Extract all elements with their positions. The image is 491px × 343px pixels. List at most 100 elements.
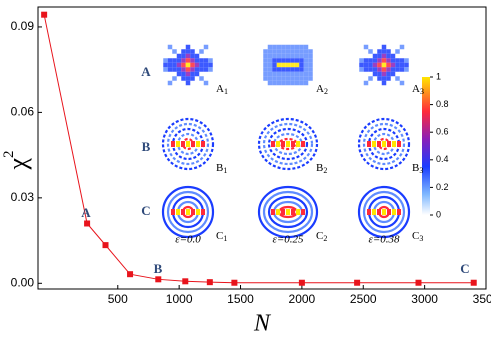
- pixel: [281, 58, 286, 63]
- core: [397, 141, 401, 147]
- pixel: [263, 67, 268, 72]
- pixel: [276, 71, 282, 77]
- pixel: [281, 53, 286, 59]
- pixel: [190, 76, 195, 81]
- ring: [357, 117, 411, 171]
- pixel: [276, 80, 282, 86]
- colorbar-label: 0.8: [436, 99, 449, 109]
- pixel: [359, 62, 364, 68]
- pixel: [276, 62, 282, 68]
- pixel: [395, 49, 400, 54]
- pixel: [395, 58, 400, 63]
- pixel: [172, 49, 177, 54]
- pixel: [281, 44, 286, 50]
- core: [281, 141, 285, 147]
- pixel: [368, 49, 373, 54]
- core: [296, 209, 300, 215]
- row-label: A: [141, 64, 151, 79]
- colorbar-label: 0: [436, 209, 441, 219]
- x-tick-label: 2000: [289, 292, 316, 306]
- pixel: [303, 53, 309, 59]
- point: [470, 279, 477, 286]
- pixel: [377, 71, 382, 77]
- pixel: [272, 80, 277, 86]
- pixel: [203, 80, 209, 86]
- core: [201, 209, 205, 215]
- pixel: [272, 76, 277, 81]
- core: [377, 209, 381, 215]
- pixel: [404, 62, 409, 68]
- pixel: [294, 80, 300, 86]
- panel-label-sub: 3: [419, 234, 423, 243]
- row-label: C: [141, 203, 150, 218]
- pixel: [395, 67, 400, 72]
- pixel: [381, 49, 387, 54]
- pixel: [263, 58, 268, 63]
- core: [281, 209, 285, 215]
- pixel: [267, 80, 273, 86]
- pixel: [386, 76, 391, 81]
- pixel: [363, 80, 369, 86]
- core: [196, 141, 200, 147]
- pixel: [308, 76, 313, 81]
- pixel: [263, 53, 268, 59]
- ring: [357, 185, 411, 239]
- pixel: [386, 53, 391, 59]
- pixel: [381, 80, 387, 86]
- pixel: [399, 80, 405, 86]
- pixel: [267, 58, 273, 63]
- pixel: [272, 53, 277, 59]
- ring: [267, 127, 309, 161]
- pixel: [267, 53, 273, 59]
- pixel: [263, 71, 268, 77]
- pixel: [308, 67, 313, 72]
- pixel: [285, 76, 291, 81]
- panel-label-main: C: [412, 230, 419, 242]
- ring: [362, 190, 406, 234]
- pixel: [390, 58, 396, 63]
- annotation: B: [154, 261, 163, 276]
- pixel: [272, 58, 277, 63]
- core: [372, 209, 376, 215]
- pixel: [185, 62, 191, 68]
- pixel: [176, 67, 182, 72]
- pixel: [377, 53, 382, 59]
- pixel: [377, 62, 382, 68]
- pixel: [176, 53, 182, 59]
- pixel: [299, 49, 304, 54]
- pixel: [199, 49, 204, 54]
- pixel: [167, 67, 173, 72]
- pixel: [172, 76, 177, 81]
- ring: [362, 122, 406, 166]
- pixel: [299, 67, 304, 72]
- pixel: [377, 58, 382, 63]
- core: [291, 209, 295, 215]
- pixel: [181, 71, 186, 77]
- pixel: [276, 76, 282, 81]
- pixel: [190, 67, 195, 72]
- x-tick-label: 2500: [350, 292, 377, 306]
- point: [298, 279, 305, 286]
- annotation: A: [81, 205, 91, 220]
- core: [181, 209, 185, 215]
- pixel: [290, 76, 295, 81]
- pixel: [299, 76, 304, 81]
- core: [387, 141, 391, 147]
- pixel: [303, 67, 309, 72]
- pixel: [368, 76, 373, 81]
- ring: [267, 195, 309, 229]
- panel-label-sub: 1: [223, 234, 227, 243]
- pixel: [176, 71, 182, 77]
- panel-label: C3: [412, 230, 423, 243]
- pixel: [294, 58, 300, 63]
- pixel: [377, 67, 382, 72]
- pixel: [281, 49, 286, 54]
- ring: [257, 117, 319, 171]
- ring: [166, 122, 210, 166]
- y-axis-label-sup: 2: [1, 150, 17, 158]
- pixel: [363, 62, 369, 68]
- inset-patterns: [161, 44, 411, 239]
- pixel: [185, 76, 191, 81]
- x-axis-label: N: [253, 311, 272, 337]
